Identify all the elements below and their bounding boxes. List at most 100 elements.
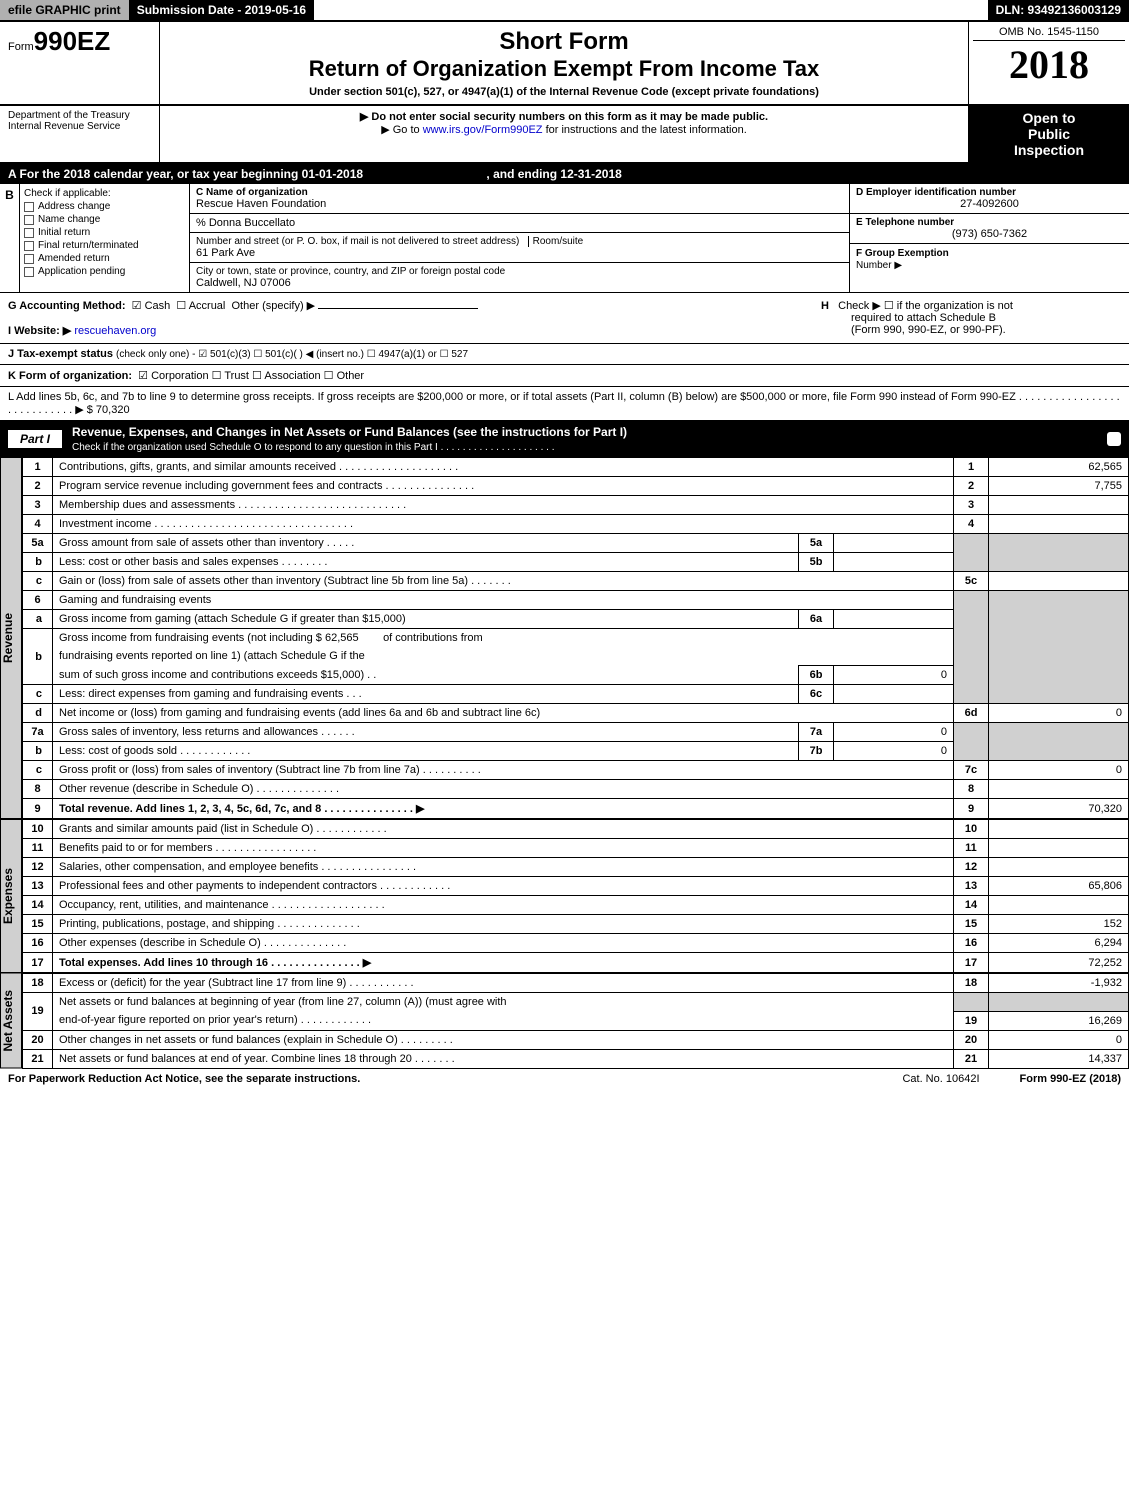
omb-number: OMB No. 1545-1150 [973, 26, 1125, 41]
line-12: 12Salaries, other compensation, and empl… [23, 858, 1129, 877]
check-option[interactable]: Initial return [24, 227, 185, 238]
line-20: 20Other changes in net assets or fund ba… [23, 1030, 1129, 1049]
inspection-box: Open to Public Inspection [969, 106, 1129, 162]
netassets-tab: Net Assets [0, 973, 22, 1069]
h-text2: required to attach Schedule B [851, 312, 996, 324]
public: Public [973, 126, 1125, 142]
line-11: 11Benefits paid to or for members . . . … [23, 839, 1129, 858]
checkbox-icon [24, 254, 34, 264]
dept-name: Department of the Treasury [8, 110, 151, 121]
line-6d: dNet income or (loss) from gaming and fu… [23, 704, 1129, 723]
footer: For Paperwork Reduction Act Notice, see … [0, 1069, 1129, 1089]
line-19a: 19Net assets or fund balances at beginni… [23, 993, 1129, 1012]
return-title: Return of Organization Exempt From Incom… [166, 56, 962, 82]
form-number-box: Form990EZ [0, 22, 160, 104]
city-label: City or town, state or province, country… [196, 266, 843, 277]
d-label: D Employer identification number [856, 187, 1123, 198]
line-2: 2Program service revenue including gover… [23, 477, 1129, 496]
dept-row: Department of the Treasury Internal Reve… [0, 106, 1129, 164]
line-18: 18Excess or (deficit) for the year (Subt… [23, 974, 1129, 993]
check-option[interactable]: Address change [24, 201, 185, 212]
efile-label: efile GRAPHIC print [0, 0, 129, 20]
line-19b: end-of-year figure reported on prior yea… [23, 1011, 1129, 1030]
form-number: 990EZ [34, 26, 111, 56]
open-to: Open to [973, 110, 1125, 126]
addr-label: Number and street (or P. O. box, if mail… [196, 236, 843, 247]
line-8: 8Other revenue (describe in Schedule O) … [23, 780, 1129, 799]
dln-label: DLN: 93492136003129 [988, 0, 1129, 20]
row-k: K Form of organization: ☑ Corporation ☐ … [0, 365, 1129, 387]
line-5a: 5aGross amount from sale of assets other… [23, 534, 1129, 553]
line-10: 10Grants and similar amounts paid (list … [23, 820, 1129, 839]
form-ref: Form 990-EZ (2018) [1020, 1073, 1121, 1085]
short-form-title: Short Form [166, 28, 962, 56]
period-row: A For the 2018 calendar year, or tax yea… [0, 164, 1129, 184]
h-label: H [821, 300, 829, 312]
part1-label: Part I [8, 430, 62, 448]
care-of-line: % Donna Buccellato [190, 214, 849, 233]
netassets-table: 18Excess or (deficit) for the year (Subt… [22, 973, 1129, 1069]
city-line: City or town, state or province, country… [190, 263, 849, 292]
checkbox-icon [24, 202, 34, 212]
check-label: Initial return [38, 227, 90, 238]
g-label: G Accounting Method: [8, 300, 126, 312]
h-text1: Check ▶ ☐ if the organization is not [838, 300, 1013, 312]
c-label: C Name of organization [196, 187, 843, 198]
j-label: J Tax-exempt status [8, 348, 113, 360]
checkbox-icon [24, 267, 34, 277]
check-option[interactable]: Amended return [24, 253, 185, 264]
phone-line: E Telephone number (973) 650-7362 [850, 214, 1129, 244]
part1-sub: Check if the organization used Schedule … [72, 442, 554, 453]
schedule-o-icon [1107, 432, 1121, 446]
group-exemption-line: F Group Exemption Number ▶ [850, 244, 1129, 274]
f-label2: Number ▶ [856, 260, 902, 271]
check-option[interactable]: Final return/terminated [24, 240, 185, 251]
subtitle: Under section 501(c), 527, or 4947(a)(1)… [166, 86, 962, 98]
website-link[interactable]: rescuehaven.org [74, 325, 156, 337]
notices-box: ▶ Do not enter social security numbers o… [160, 106, 969, 162]
check-label: Name change [38, 214, 100, 225]
k-label: K Form of organization: [8, 370, 132, 382]
year-box: OMB No. 1545-1150 2018 [969, 22, 1129, 104]
k-rest: ☑ Corporation ☐ Trust ☐ Association ☐ Ot… [138, 370, 364, 382]
line-6: 6Gaming and fundraising events [23, 591, 1129, 610]
ein-line: D Employer identification number 27-4092… [850, 184, 1129, 214]
expenses-section: Expenses 10Grants and similar amounts pa… [0, 819, 1129, 973]
line-16: 16Other expenses (describe in Schedule O… [23, 934, 1129, 953]
revenue-table: 1Contributions, gifts, grants, and simil… [22, 457, 1129, 819]
j-rest: (check only one) - ☑ 501(c)(3) ☐ 501(c)(… [116, 349, 468, 360]
line-14: 14Occupancy, rent, utilities, and mainte… [23, 896, 1129, 915]
revenue-tab: Revenue [0, 457, 22, 819]
i-label: I Website: ▶ [8, 325, 71, 337]
header-row: Form990EZ Short Form Return of Organizat… [0, 22, 1129, 106]
line-17: 17Total expenses. Add lines 10 through 1… [23, 953, 1129, 973]
row-l: L Add lines 5b, 6c, and 7b to line 9 to … [0, 387, 1129, 421]
part1-title: Revenue, Expenses, and Changes in Net As… [72, 425, 627, 439]
period-ending: , and ending 12-31-2018 [486, 167, 621, 181]
line-1: 1Contributions, gifts, grants, and simil… [23, 458, 1129, 477]
org-name-line: C Name of organization Rescue Haven Foun… [190, 184, 849, 214]
label-b: B [0, 184, 20, 292]
irs-link[interactable]: www.irs.gov/Form990EZ [423, 124, 543, 136]
dept-box: Department of the Treasury Internal Reve… [0, 106, 160, 162]
ein-value: 27-4092600 [856, 198, 1123, 210]
line-7a: 7aGross sales of inventory, less returns… [23, 723, 1129, 742]
inspection: Inspection [973, 142, 1125, 158]
line-9: 9Total revenue. Add lines 1, 2, 3, 4, 5c… [23, 799, 1129, 819]
row-j: J Tax-exempt status (check only one) - ☑… [0, 344, 1129, 365]
cat-number: Cat. No. 10642I [902, 1073, 979, 1085]
org-name: Rescue Haven Foundation [196, 198, 843, 210]
netassets-section: Net Assets 18Excess or (deficit) for the… [0, 973, 1129, 1069]
row-gh: G Accounting Method: ☑ Cash ☐ Accrual Ot… [0, 293, 1129, 344]
line-15: 15Printing, publications, postage, and s… [23, 915, 1129, 934]
paperwork-notice: For Paperwork Reduction Act Notice, see … [8, 1073, 360, 1085]
check-label: Address change [38, 201, 110, 212]
org-column: C Name of organization Rescue Haven Foun… [190, 184, 849, 292]
check-option[interactable]: Name change [24, 214, 185, 225]
check-option[interactable]: Application pending [24, 266, 185, 277]
title-box: Short Form Return of Organization Exempt… [160, 22, 969, 104]
check-if-label: Check if applicable: [24, 188, 185, 199]
h-text3: (Form 990, 990-EZ, or 990-PF). [851, 324, 1006, 336]
line-7c: cGross profit or (loss) from sales of in… [23, 761, 1129, 780]
submission-date: Submission Date - 2019-05-16 [129, 0, 314, 20]
